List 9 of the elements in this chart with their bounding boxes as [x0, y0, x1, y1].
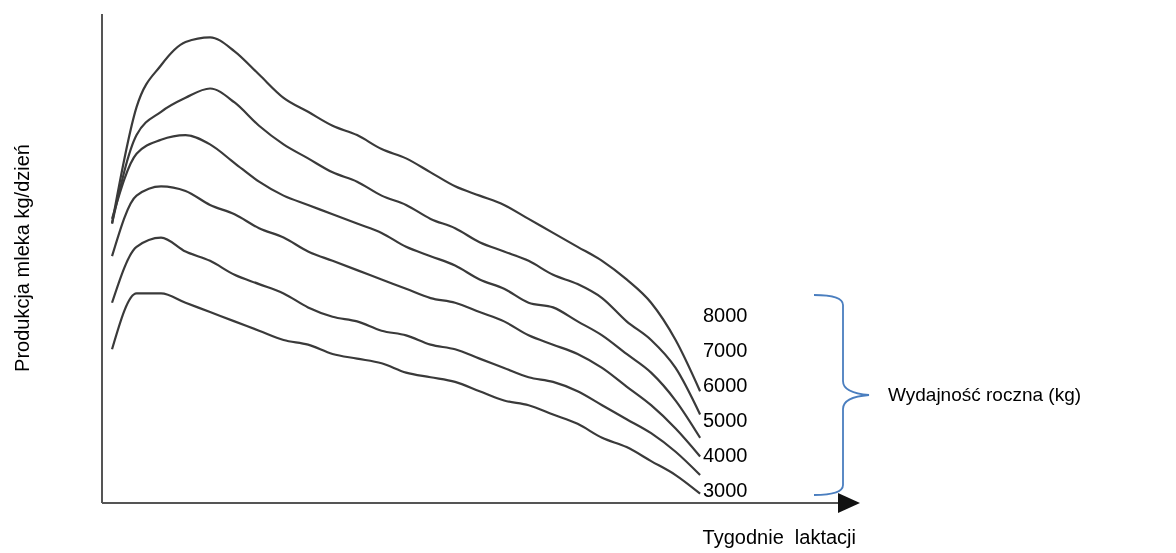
series-label: 7000 [703, 338, 748, 362]
x-axis-title: Tygodnie laktacji [702, 526, 856, 549]
series-label: 5000 [703, 408, 748, 432]
series-label: 8000 [703, 303, 748, 327]
legend-title: Wydajność roczna (kg) [888, 384, 1082, 406]
series-label: 3000 [703, 478, 748, 502]
series-label: 6000 [703, 373, 748, 397]
y-axis-title: Produkcja mleka kg/dzień [10, 144, 34, 372]
series-label: 4000 [703, 443, 748, 467]
